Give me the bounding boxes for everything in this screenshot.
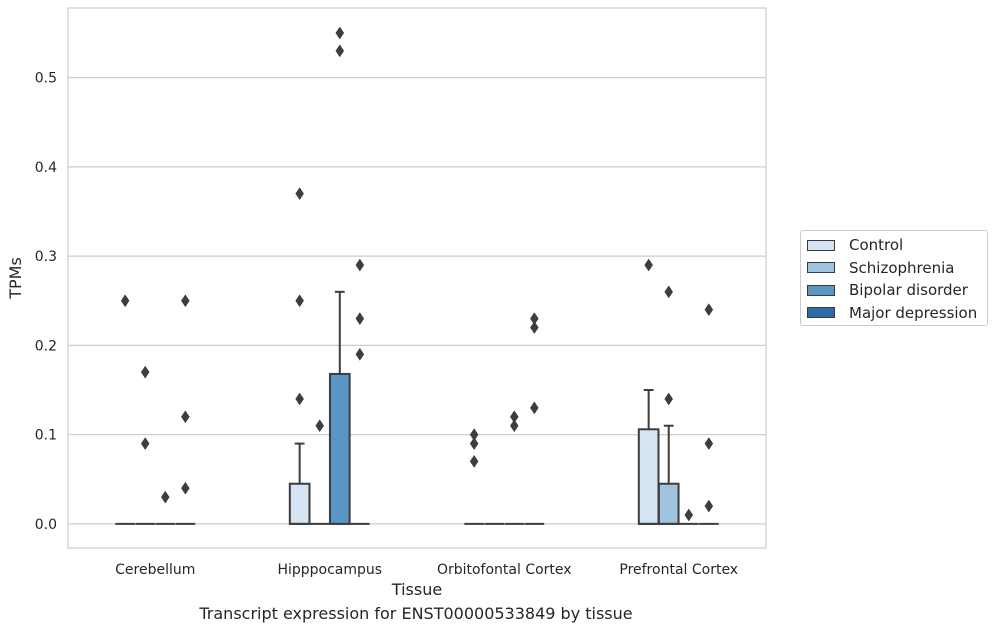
outlier-point (295, 294, 304, 308)
outlier-point (140, 365, 150, 379)
x-axis-label: Tissue (391, 580, 442, 599)
outlier-point (664, 392, 674, 406)
outlier-point (160, 490, 170, 504)
outlier-point (355, 258, 365, 272)
box-group (288, 187, 311, 525)
outlier-point (355, 312, 365, 326)
plot-frame (67, 7, 767, 549)
box-group (135, 365, 156, 525)
legend-label: Schizophrenia (849, 258, 955, 277)
y-tick-label: 0.4 (35, 160, 57, 176)
legend-label: Major depression (849, 303, 978, 322)
legend: Control Schizophrenia Bipolar disorder Majo… (800, 230, 988, 326)
legend-item: Bipolar disorder (807, 280, 968, 300)
legend-item: Control (807, 235, 903, 255)
outlier-point (530, 321, 539, 334)
outlier-point (355, 347, 365, 361)
outlier-point (509, 419, 519, 433)
y-tick-label: 0.2 (35, 338, 57, 354)
box (657, 482, 680, 525)
box-group (637, 258, 660, 525)
box (637, 428, 660, 525)
chart-caption: Transcript expression for ENST0000053384… (199, 604, 633, 623)
box-group (504, 410, 525, 525)
y-tick-label: 0.0 (35, 517, 57, 533)
outlier-point (140, 437, 150, 451)
box-group (175, 294, 196, 525)
outlier-point (664, 285, 674, 299)
box-group (678, 508, 699, 525)
box-group (657, 285, 680, 525)
legend-item: Schizophrenia (807, 258, 954, 278)
outlier-point (335, 44, 345, 58)
box-group (350, 258, 370, 525)
x-tick-label: Orbitofontal Cortex (437, 562, 572, 578)
legend-swatch (807, 284, 835, 296)
outlier-point (469, 454, 479, 468)
box-group (524, 312, 545, 525)
legend-label: Control (849, 236, 904, 254)
legend-swatch (807, 239, 835, 251)
outlier-point (704, 499, 714, 513)
outlier-point (181, 410, 190, 424)
outlier-point (684, 508, 694, 522)
outlier-point (644, 258, 653, 272)
outlier-point (120, 294, 130, 308)
y-tick-label: 0.5 (35, 71, 57, 87)
axis-ticks: 0.0 0.1 0.2 0.3 0.4 0.5 Cerebellum Hipppocampus… (35, 71, 738, 578)
outlier-point (181, 294, 190, 308)
legend-swatch (807, 307, 835, 318)
box (288, 482, 311, 525)
outlier-point (295, 392, 304, 406)
outlier-point (295, 187, 304, 201)
y-tick-label: 0.1 (35, 428, 57, 444)
legend-item: Major depression (807, 303, 977, 323)
outlier-point (704, 437, 714, 451)
box-series (115, 26, 719, 525)
x-tick-label: Hipppocampus (277, 562, 382, 578)
y-axis-label: TPMs (6, 257, 25, 300)
box-group (155, 490, 176, 525)
outlier-point (469, 437, 479, 451)
box-group (464, 428, 484, 525)
outlier-point (530, 401, 539, 415)
x-tick-label: Prefrontal Cortex (619, 562, 738, 578)
outlier-point (315, 419, 325, 433)
legend-swatch (807, 262, 835, 273)
outlier-point (704, 303, 714, 317)
box-group (309, 419, 330, 525)
outlier-point (181, 481, 190, 495)
box-group (699, 303, 719, 525)
y-tick-label: 0.3 (35, 249, 57, 265)
x-tick-label: Cerebellum (115, 562, 195, 578)
box-group (115, 294, 135, 525)
legend-label: Bipolar disorder (849, 281, 968, 299)
box (328, 372, 351, 525)
grid-lines (68, 77, 766, 525)
box-group (328, 26, 351, 525)
outlier-point (335, 26, 345, 40)
